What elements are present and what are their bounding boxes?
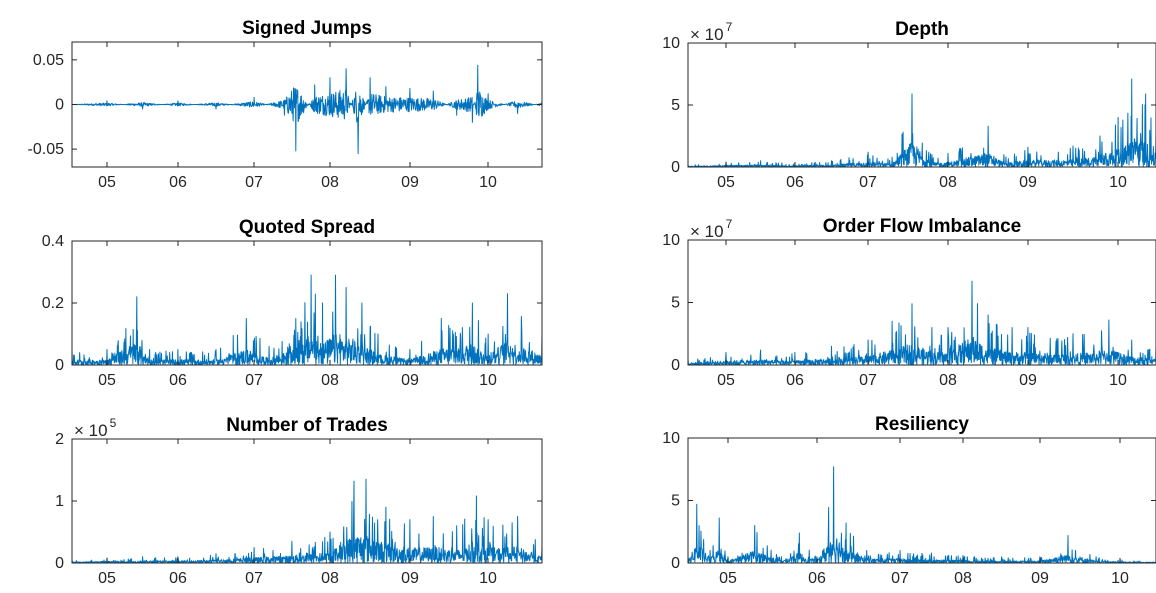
y-tick-label: 0 bbox=[671, 159, 680, 176]
x-tick-label: 06 bbox=[169, 174, 187, 191]
y-tick-label: 0 bbox=[671, 555, 680, 572]
x-tick-label: 08 bbox=[954, 570, 972, 587]
series-line bbox=[72, 274, 542, 365]
x-tick-label: 09 bbox=[1019, 372, 1037, 389]
y-tick-label: 1 bbox=[55, 493, 64, 510]
chart-title: Number of Trades bbox=[226, 415, 388, 436]
y-tick-label: 0 bbox=[671, 357, 680, 374]
x-tick-label: 06 bbox=[786, 372, 804, 389]
y-tick-label: 10 bbox=[662, 430, 680, 447]
x-tick-label: 05 bbox=[719, 570, 737, 587]
x-tick-label: 05 bbox=[98, 570, 116, 587]
panel-0: Signed Jumps 05 06 07 08 09 10 -0.05 0 0.05 bbox=[28, 18, 543, 191]
x-tick-label: 10 bbox=[479, 570, 497, 587]
y-tick-label: 0 bbox=[55, 357, 64, 374]
exponent-label: × 10 bbox=[690, 222, 724, 241]
x-tick-label: 05 bbox=[98, 372, 116, 389]
x-tick-label: 08 bbox=[321, 174, 339, 191]
x-tick-label: 08 bbox=[321, 372, 339, 389]
x-tick-label: 08 bbox=[939, 372, 957, 389]
y-tick-label: 5 bbox=[671, 97, 680, 114]
y-tick-label: -0.05 bbox=[28, 141, 65, 158]
x-tick-label: 10 bbox=[1111, 570, 1129, 587]
panel-4: Number of Trades 05 06 07 08 09 10 0 1 2 × 10 5 bbox=[55, 415, 543, 587]
x-tick-label: 10 bbox=[479, 174, 497, 191]
series-line bbox=[72, 478, 542, 563]
axes-box bbox=[687, 239, 1156, 366]
y-tick-label: 0 bbox=[55, 97, 64, 114]
x-tick-label: 06 bbox=[169, 372, 187, 389]
series-line bbox=[688, 78, 1156, 167]
x-tick-label: 07 bbox=[859, 174, 877, 191]
x-tick-label: 07 bbox=[245, 174, 263, 191]
x-tick-label: 08 bbox=[321, 570, 339, 587]
axes-box bbox=[687, 437, 1156, 564]
y-tick-label: 0.2 bbox=[42, 295, 64, 312]
chart-title: Resiliency bbox=[875, 414, 969, 435]
chart-title: Order Flow Imbalance bbox=[823, 216, 1022, 237]
x-tick-label: 07 bbox=[245, 372, 263, 389]
x-tick-label: 10 bbox=[1109, 372, 1127, 389]
x-tick-label: 09 bbox=[401, 570, 419, 587]
exponent-power: 7 bbox=[726, 217, 733, 231]
x-tick-label: 06 bbox=[786, 174, 804, 191]
y-tick-label: 5 bbox=[671, 493, 680, 510]
x-tick-label: 09 bbox=[401, 372, 419, 389]
x-tick-label: 09 bbox=[1031, 570, 1049, 587]
x-tick-label: 08 bbox=[939, 174, 957, 191]
series-line bbox=[688, 280, 1156, 365]
y-tick-label: 0.4 bbox=[42, 233, 64, 250]
x-tick-label: 06 bbox=[808, 570, 826, 587]
x-tick-label: 10 bbox=[1109, 174, 1127, 191]
y-tick-label: 10 bbox=[662, 232, 680, 249]
x-tick-label: 07 bbox=[245, 570, 263, 587]
y-tick-label: 0.05 bbox=[33, 52, 64, 69]
y-tick-label: 5 bbox=[671, 295, 680, 312]
chart-title: Signed Jumps bbox=[242, 18, 372, 39]
y-tick-label: 0 bbox=[55, 555, 64, 572]
exponent-power: 5 bbox=[110, 416, 117, 430]
x-tick-label: 05 bbox=[98, 174, 116, 191]
y-tick-label: 2 bbox=[55, 431, 64, 448]
x-tick-label: 05 bbox=[717, 174, 735, 191]
x-tick-label: 07 bbox=[859, 372, 877, 389]
series-line bbox=[72, 64, 542, 155]
chart-title: Quoted Spread bbox=[239, 217, 375, 238]
x-tick-label: 09 bbox=[1019, 174, 1037, 191]
x-tick-label: 06 bbox=[169, 570, 187, 587]
x-tick-label: 09 bbox=[401, 174, 419, 191]
exponent-label: × 10 bbox=[690, 25, 724, 44]
y-tick-label: 10 bbox=[662, 35, 680, 52]
series-line bbox=[688, 466, 1156, 563]
panel-2: Quoted Spread 05 06 07 08 09 10 0 0.2 0.4 bbox=[42, 217, 543, 389]
exponent-power: 7 bbox=[726, 20, 733, 34]
x-tick-label: 10 bbox=[479, 372, 497, 389]
exponent-label: × 10 bbox=[74, 421, 108, 440]
x-tick-label: 05 bbox=[717, 372, 735, 389]
chart-title: Depth bbox=[895, 19, 949, 40]
x-tick-label: 07 bbox=[891, 570, 909, 587]
